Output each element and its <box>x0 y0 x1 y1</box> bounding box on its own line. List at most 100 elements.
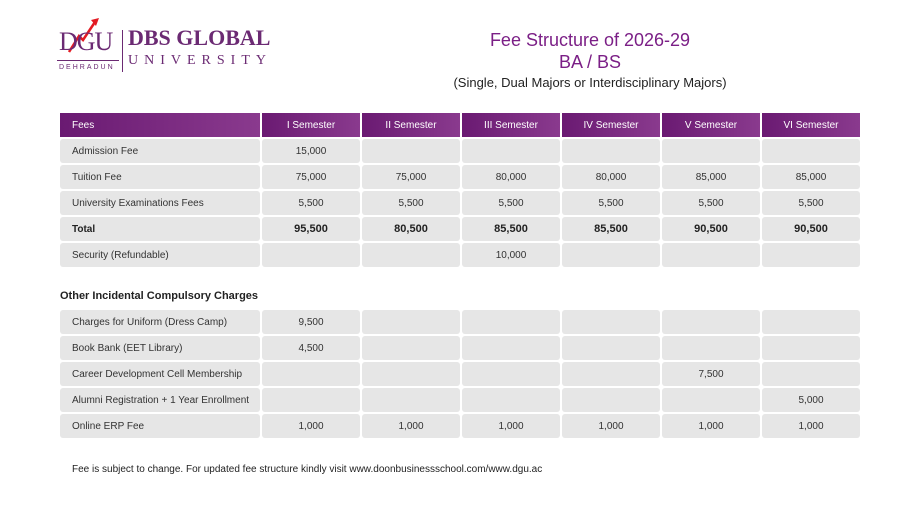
fee-cell: 85,000 <box>762 165 860 189</box>
table-row: Total 95,500 80,500 85,500 85,500 90,500 90,50… <box>60 217 860 241</box>
fee-cell: 15,000 <box>262 139 360 163</box>
fee-cell <box>462 388 560 412</box>
fee-cell: 85,000 <box>662 165 760 189</box>
fee-cell: 90,500 <box>762 217 860 241</box>
fee-cell: 5,000 <box>762 388 860 412</box>
fee-cell <box>362 388 460 412</box>
column-header: I Semester <box>262 113 360 137</box>
row-label: Total <box>60 217 260 241</box>
table-row: Admission Fee 15,000 <box>60 139 860 163</box>
table-row: Tuition Fee 75,000 75,000 80,000 80,000 85,00… <box>60 165 860 189</box>
logo-mark: DGU <box>59 27 113 56</box>
fee-cell: 5,500 <box>662 191 760 215</box>
row-label: Charges for Uniform (Dress Camp) <box>60 310 260 334</box>
table-row: Online ERP Fee 1,000 1,000 1,000 1,000 1,000 1… <box>60 414 860 438</box>
fee-cell <box>362 336 460 360</box>
fee-cell <box>762 336 860 360</box>
other-charges-table: Charges for Uniform (Dress Camp) 9,500 Boo… <box>58 308 862 440</box>
fee-cell: 4,500 <box>262 336 360 360</box>
fee-cell: 5,500 <box>262 191 360 215</box>
fee-cell: 1,000 <box>362 414 460 438</box>
row-label: Alumni Registration + 1 Year Enrollment <box>60 388 260 412</box>
fee-cell <box>662 310 760 334</box>
table-row: Book Bank (EET Library) 4,500 <box>60 336 860 360</box>
fee-cell: 5,500 <box>362 191 460 215</box>
fee-cell: 7,500 <box>662 362 760 386</box>
fee-cell: 80,000 <box>462 165 560 189</box>
fee-cell <box>362 243 460 267</box>
table-row: Alumni Registration + 1 Year Enrollment 5… <box>60 388 860 412</box>
other-charges-heading: Other Incidental Compulsory Charges <box>60 290 259 302</box>
table-row: Security (Refundable) 10,000 <box>60 243 860 267</box>
table-row: University Examinations Fees 5,500 5,500 5,… <box>60 191 860 215</box>
fee-cell <box>262 362 360 386</box>
logo-divider <box>57 60 119 61</box>
fee-cell <box>562 243 660 267</box>
row-label: Career Development Cell Membership <box>60 362 260 386</box>
fee-cell <box>462 310 560 334</box>
row-label: Tuition Fee <box>60 165 260 189</box>
growth-arrow-icon <box>67 18 99 53</box>
fee-cell <box>562 336 660 360</box>
table-row: Career Development Cell Membership 7,500 <box>60 362 860 386</box>
fee-cell <box>562 362 660 386</box>
fee-cell: 5,500 <box>462 191 560 215</box>
column-header: III Semester <box>462 113 560 137</box>
fee-cell: 5,500 <box>762 191 860 215</box>
logo-sub: UNIVERSITY <box>128 53 272 68</box>
fee-cell <box>662 388 760 412</box>
header-row: Fees I Semester II Semester III Semester IV … <box>60 113 860 137</box>
program-title: BA / BS <box>558 52 622 72</box>
row-label: Online ERP Fee <box>60 414 260 438</box>
fee-cell: 1,000 <box>262 414 360 438</box>
fee-cell <box>762 310 860 334</box>
fee-cell: 90,500 <box>662 217 760 241</box>
fee-cell <box>362 310 460 334</box>
fee-cell: 1,000 <box>462 414 560 438</box>
page-title: Fee Structure of 2026-29 <box>489 30 691 50</box>
fee-cell: 5,500 <box>562 191 660 215</box>
fee-cell <box>462 139 560 163</box>
fee-cell <box>662 243 760 267</box>
logo-name: DBS GLOBAL <box>128 25 271 50</box>
fee-cell <box>562 310 660 334</box>
row-label: Admission Fee <box>60 139 260 163</box>
fee-cell: 95,500 <box>262 217 360 241</box>
fee-cell: 75,000 <box>262 165 360 189</box>
row-label: Security (Refundable) <box>60 243 260 267</box>
university-logo: DGU DEHRADUN DBS GLOBAL UNIVERSITY <box>57 18 287 76</box>
logo-separator <box>122 30 123 72</box>
fee-cell: 1,000 <box>662 414 760 438</box>
column-header: V Semester <box>662 113 760 137</box>
fee-cell <box>462 362 560 386</box>
fee-cell <box>362 362 460 386</box>
program-subtitle: (Single, Dual Majors or Interdisciplinar… <box>453 75 727 90</box>
fee-cell <box>462 336 560 360</box>
row-label: Book Bank (EET Library) <box>60 336 260 360</box>
row-label: University Examinations Fees <box>60 191 260 215</box>
fee-cell: 85,500 <box>562 217 660 241</box>
table-row: Charges for Uniform (Dress Camp) 9,500 <box>60 310 860 334</box>
fee-cell: 80,000 <box>562 165 660 189</box>
fee-cell <box>362 139 460 163</box>
fee-cell <box>562 139 660 163</box>
column-header: II Semester <box>362 113 460 137</box>
fee-cell: 80,500 <box>362 217 460 241</box>
fee-cell: 1,000 <box>562 414 660 438</box>
footer-note: Fee is subject to change. For updated fe… <box>72 464 543 475</box>
fee-cell <box>762 139 860 163</box>
fee-cell: 1,000 <box>762 414 860 438</box>
fee-table: Fees I Semester II Semester III Semester IV … <box>58 111 862 269</box>
fee-cell <box>762 243 860 267</box>
column-header: Fees <box>60 113 260 137</box>
fee-cell <box>262 243 360 267</box>
fee-cell <box>662 139 760 163</box>
fee-cell: 75,000 <box>362 165 460 189</box>
fee-cell: 85,500 <box>462 217 560 241</box>
fee-cell: 10,000 <box>462 243 560 267</box>
fee-cell <box>562 388 660 412</box>
column-header: IV Semester <box>562 113 660 137</box>
fee-cell <box>262 388 360 412</box>
column-header: VI Semester <box>762 113 860 137</box>
logo-city: DEHRADUN <box>59 64 115 71</box>
